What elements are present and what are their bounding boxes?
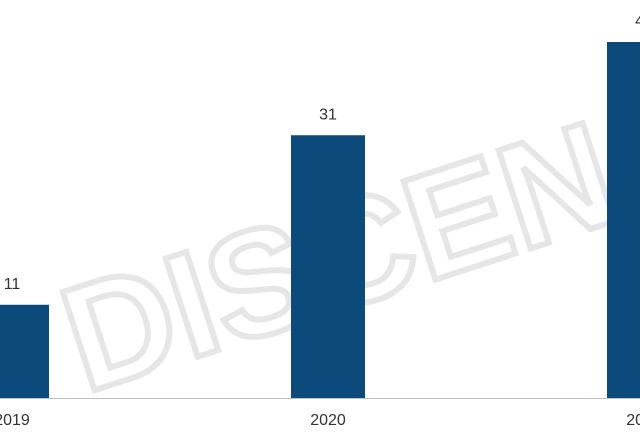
data-label: 11 — [4, 276, 21, 293]
data-label: 31 — [319, 106, 337, 123]
data-label: 42 — [635, 13, 640, 30]
bar — [0, 304, 49, 398]
bar — [607, 42, 640, 398]
bar — [291, 135, 365, 398]
x-tick-label: 2020 — [310, 412, 346, 429]
x-tick-label: 2019 — [0, 412, 30, 429]
x-tick-label: 2021 — [626, 412, 640, 429]
